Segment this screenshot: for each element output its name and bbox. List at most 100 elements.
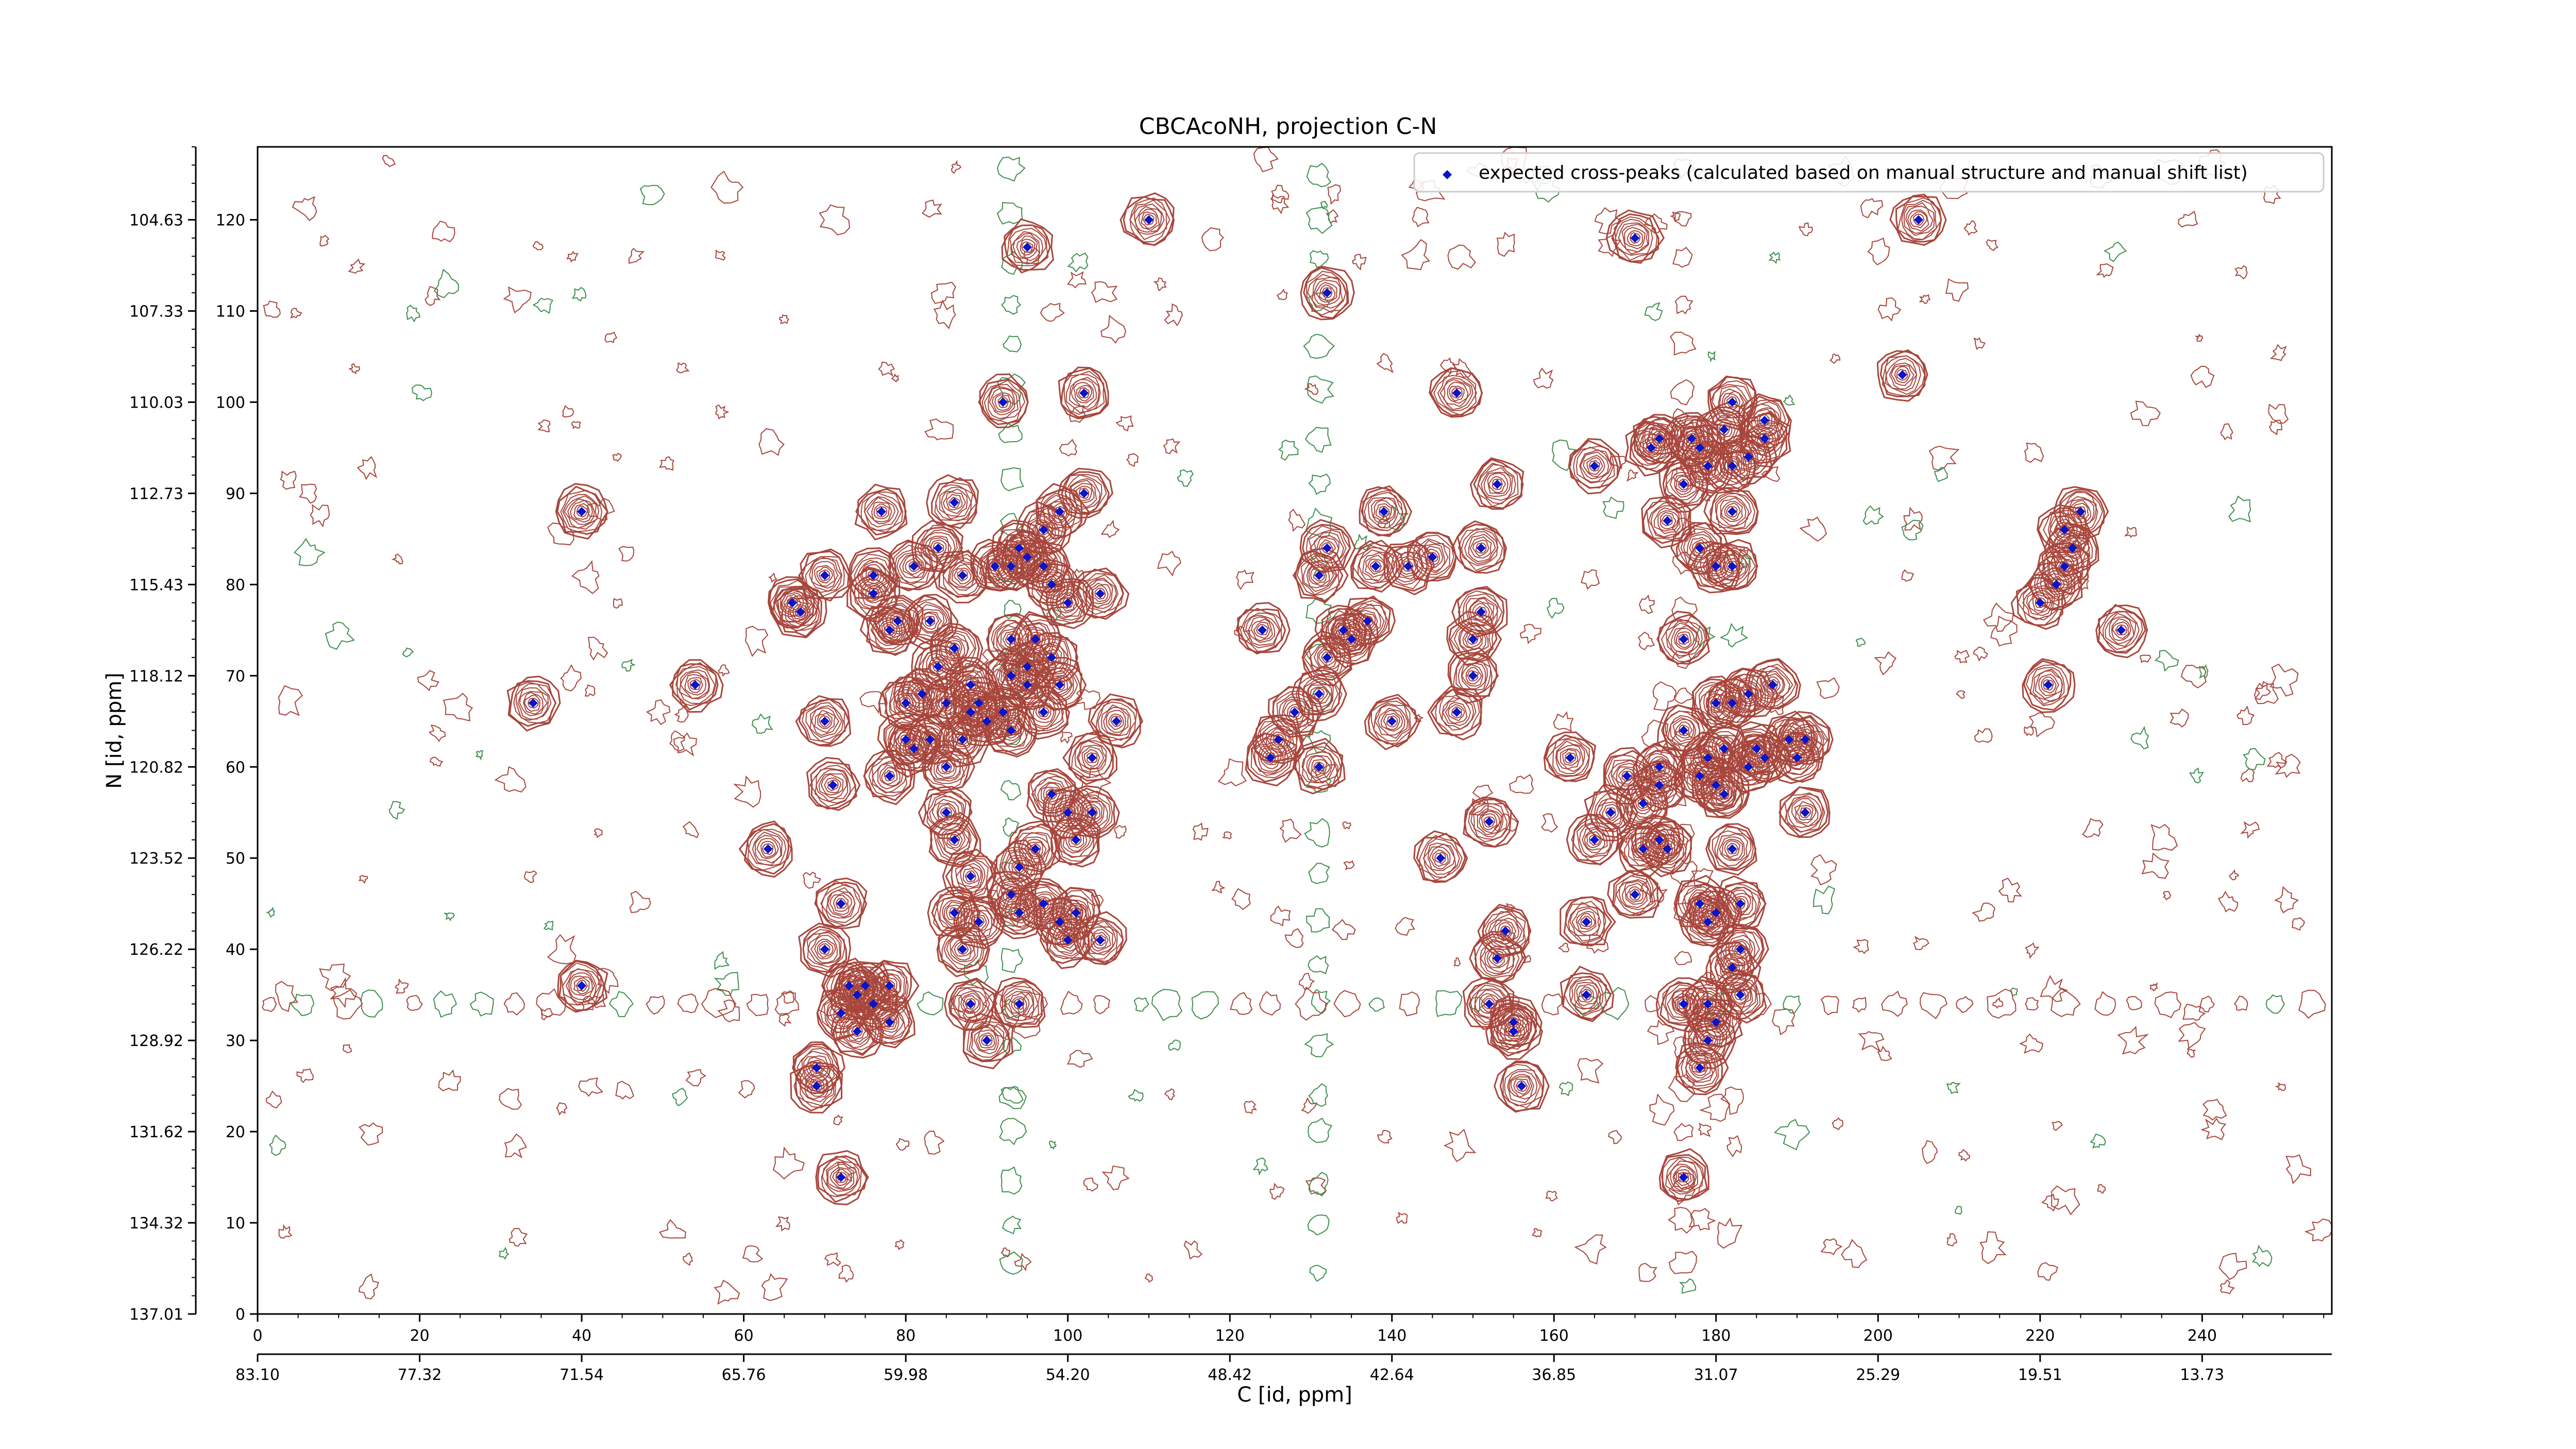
peak-contour: [1002, 667, 1020, 685]
peak-contour: [948, 907, 961, 919]
noise-contour: [475, 750, 484, 761]
peak-contour: [509, 680, 557, 727]
noise-contour: [2252, 1244, 2273, 1267]
peak-contour: [1062, 730, 1117, 785]
peak-contour: [1726, 843, 1739, 855]
noise-contour: [2182, 1003, 2206, 1021]
peak-contour: [772, 585, 827, 638]
peak-contour: [838, 975, 875, 1015]
ridge-contour: [1191, 991, 1219, 1020]
peak-contour: [1577, 913, 1596, 930]
peak-contour: [1716, 495, 1749, 528]
cross-peak-marker: [763, 844, 773, 854]
peak-contour: [1049, 675, 1072, 697]
noise-contour: [1832, 1117, 1843, 1131]
noise-contour: [2051, 1185, 2080, 1216]
peak-contour: [1621, 880, 1649, 908]
peak-contour: [885, 606, 911, 635]
noise-contour: [744, 626, 769, 657]
noise-contour: [1813, 885, 1836, 915]
noise-contour: [1301, 1097, 1318, 1114]
peak-contour: [1646, 425, 1673, 452]
noise-contour: [2090, 1133, 2106, 1149]
peak-contour: [1063, 370, 1105, 415]
peak-contour: [1078, 487, 1090, 499]
peak-contour: [1706, 539, 1758, 589]
peak-contour: [1021, 680, 1033, 691]
peak-contour: [1678, 633, 1690, 645]
peak-contour: [1299, 519, 1356, 574]
peak-contour: [1070, 480, 1097, 508]
noise-contour: [1447, 244, 1476, 270]
peak-contour: [1552, 738, 1590, 777]
cross-peak-marker: [1338, 625, 1348, 635]
cross-peak-marker: [1063, 598, 1073, 608]
cross-peak-marker: [1071, 835, 1081, 845]
noise-contour: [2025, 942, 2040, 959]
peak-contour: [926, 474, 979, 529]
cross-peak-marker: [941, 762, 951, 772]
cross-peak-marker: [1144, 215, 1154, 225]
peak-contour: [857, 578, 890, 610]
peak-contour: [1728, 892, 1751, 915]
peak-contour: [562, 494, 600, 530]
peak-contour: [902, 554, 925, 578]
ridge-contour: [1151, 989, 1182, 1021]
ridge-contour: [999, 1118, 1027, 1145]
peak-contour: [519, 690, 548, 716]
peak-contour: [1370, 700, 1412, 745]
peak-contour: [973, 916, 985, 928]
peak-contour: [1406, 532, 1457, 582]
noise-contour: [2220, 423, 2233, 441]
peak-contour: [2061, 492, 2098, 532]
peak-contour: [1503, 1021, 1526, 1042]
peak-contour: [2026, 589, 2053, 616]
peak-contour: [1297, 746, 1342, 789]
x-axis-index: 0 20 40 60 80 100 120 140 160 180 200 220 240: [252, 1314, 2325, 1345]
peak-contour: [1672, 993, 1696, 1015]
ridge-contour: [1955, 996, 1974, 1013]
noise-contour: [1244, 1100, 1258, 1114]
noise-contour: [1066, 1050, 1093, 1068]
peak-contour: [1413, 830, 1468, 882]
noise-contour: [1954, 1206, 1962, 1215]
noise-contour: [1040, 302, 1065, 322]
peak-contour: [1347, 603, 1387, 640]
noise-contour: [951, 160, 962, 174]
peak-contour: [927, 886, 981, 940]
peak-contour: [1022, 689, 1064, 731]
peak-contour: [1072, 567, 1130, 620]
peak-contour: [1005, 725, 1017, 737]
peak-contour: [924, 535, 952, 563]
peak-contour: [1010, 904, 1028, 920]
peak-contour: [1578, 986, 1594, 1003]
peak-contour: [1002, 721, 1019, 739]
peak-contour: [1702, 554, 1731, 580]
noise-contour: [2149, 982, 2158, 991]
noise-contour: [833, 1114, 843, 1126]
x-index-tick-label: 200: [1863, 1327, 1893, 1345]
peak-contour: [1726, 435, 1772, 479]
cross-peak-marker: [1023, 662, 1032, 671]
peak-contour: [1618, 768, 1635, 785]
cross-peak-marker: [901, 698, 911, 708]
noise-contour: [412, 384, 432, 401]
noise-contour: [1114, 824, 1127, 839]
cross-peak-marker: [1589, 835, 1599, 845]
peak-contour: [1473, 933, 1523, 984]
noise-contour: [1608, 1130, 1622, 1144]
peak-contour: [1720, 929, 1764, 972]
noise-contour: [2234, 265, 2248, 280]
ridge-contour: [1000, 467, 1024, 492]
peak-contour: [1061, 471, 1110, 514]
peak-contour: [1026, 695, 1060, 730]
peak-contour: [921, 612, 940, 630]
peak-contour: [1078, 745, 1107, 770]
noise-contour: [2268, 419, 2282, 435]
peak-contour: [1237, 602, 1291, 653]
noise-contour: [2170, 709, 2189, 728]
peak-contour: [1052, 887, 1100, 940]
peak-contour: [993, 976, 1046, 1029]
peak-contour: [1081, 746, 1105, 770]
noise-contour: [2154, 650, 2179, 672]
